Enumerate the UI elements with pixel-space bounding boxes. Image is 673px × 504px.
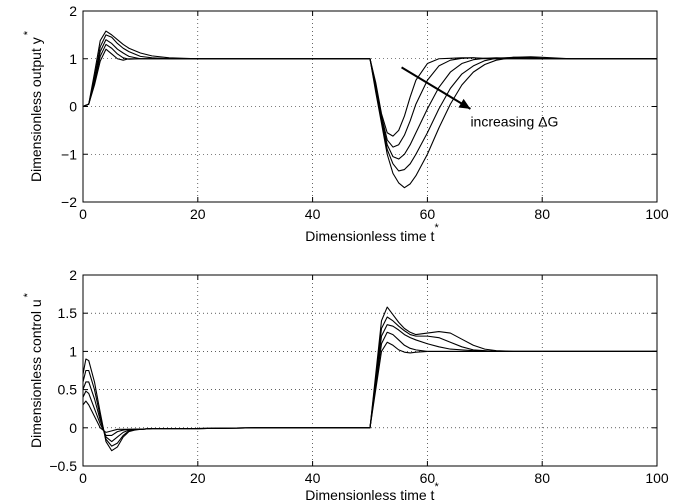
series-line-1 bbox=[82, 341, 657, 433]
x-tick-label: 80 bbox=[534, 206, 550, 222]
y-axis-label: Dimensionless output y * bbox=[22, 30, 44, 182]
y-tick-label: 0 bbox=[69, 99, 77, 115]
annotation-arrow bbox=[401, 66, 471, 110]
y-axis-label-sup: * bbox=[22, 292, 34, 297]
y-tick-label: 1 bbox=[69, 343, 77, 359]
y-axis-label: Dimensionless control u * bbox=[22, 292, 44, 448]
y-tick-label: 0 bbox=[69, 420, 77, 436]
y-tick-label: 2 bbox=[69, 267, 77, 283]
x-tick-label: 100 bbox=[645, 206, 669, 222]
y-tick-label: 2 bbox=[69, 3, 77, 19]
y-axis-label-text: Dimensionless output y bbox=[28, 37, 44, 182]
x-axis-label-text: Dimensionless time t bbox=[305, 228, 434, 244]
x-axis-label: Dimensionless time t* bbox=[305, 481, 439, 503]
x-tick-label: 40 bbox=[305, 470, 321, 486]
x-tick-label: 80 bbox=[534, 470, 550, 486]
x-tick-label: 60 bbox=[420, 206, 436, 222]
y-axis-label-text: Dimensionless control u bbox=[28, 299, 44, 448]
x-tick-label: 20 bbox=[190, 470, 206, 486]
y-axis-label-sup: * bbox=[22, 30, 34, 35]
y-tick-label: −2 bbox=[61, 194, 77, 210]
x-axis-label-sup: * bbox=[434, 222, 439, 234]
y-tick-label: 0.5 bbox=[58, 382, 78, 398]
axes-frame bbox=[82, 274, 658, 467]
x-axis-label: Dimensionless time t* bbox=[305, 222, 439, 244]
x-tick-label: 0 bbox=[79, 470, 87, 486]
x-tick-label: 100 bbox=[645, 470, 669, 486]
x-axis-label-text: Dimensionless time t bbox=[305, 487, 434, 503]
y-tick-label: 1 bbox=[69, 51, 77, 67]
x-tick-label: 0 bbox=[79, 206, 87, 222]
series-line-1 bbox=[82, 48, 657, 137]
annotation-label: increasing ΔG bbox=[470, 114, 558, 130]
axes-frame bbox=[82, 10, 658, 203]
y-tick-label: −0.5 bbox=[49, 458, 77, 474]
x-tick-label: 20 bbox=[190, 206, 206, 222]
series-line-5 bbox=[82, 30, 657, 189]
x-axis-label-sup: * bbox=[434, 481, 439, 493]
x-tick-label: 40 bbox=[305, 206, 321, 222]
series-line-5 bbox=[82, 306, 657, 452]
y-tick-label: −1 bbox=[61, 146, 77, 162]
series-line-4 bbox=[82, 34, 657, 172]
x-tick-label: 60 bbox=[420, 470, 436, 486]
y-tick-label: 1.5 bbox=[58, 305, 78, 321]
annotation-arrowhead bbox=[458, 98, 471, 109]
series-line-2 bbox=[82, 331, 657, 436]
